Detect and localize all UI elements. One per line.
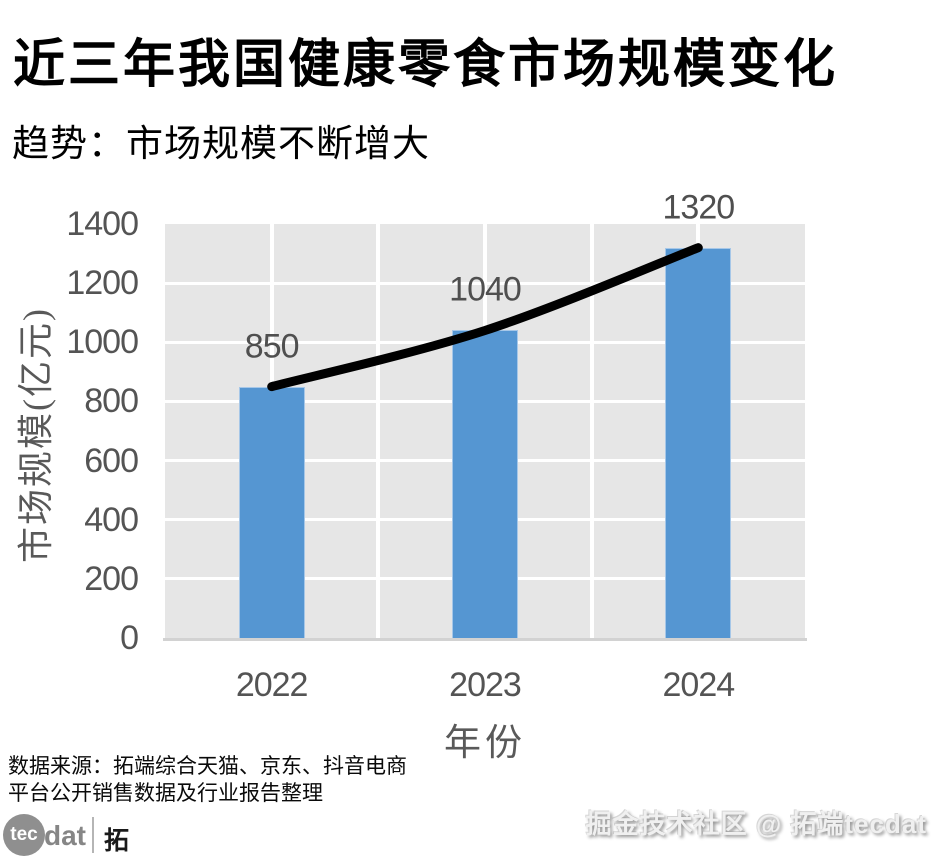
data-source-note: 数据来源：拓端综合天猫、京东、抖音电商 平台公开销售数据及行业报告整理 [8,753,528,807]
y-tick-400: 400 [84,500,139,539]
x-tick-2023: 2023 [449,666,522,704]
watermark-text: 掘金技术社区 @ 拓端tecdat [585,809,927,839]
bar-2022 [238,386,305,638]
logo-brand-text: 拓端® [104,827,130,855]
page-title: 近三年我国健康零食市场规模变化 [13,37,839,94]
x-axis-line [163,638,807,641]
y-tick-0: 0 [120,619,139,657]
gridline-vertical [589,224,594,638]
x-tick-2022: 2022 [235,666,309,704]
page-subtitle: 趋势：市场规模不断增大 [12,124,430,165]
y-tick-1200: 1200 [66,264,139,303]
y-tick-600: 600 [84,441,139,480]
logo-suffix-text: dat [44,820,86,851]
bar-2024 [665,247,732,638]
x-tick-2024: 2024 [662,666,736,704]
logo-divider [92,817,94,853]
data-label-2024: 1320 [662,188,736,227]
data-label-2022: 850 [244,327,300,366]
y-tick-800: 800 [84,382,139,421]
plot-area [165,224,805,638]
y-tick-1000: 1000 [66,323,139,362]
data-source-line2: 平台公开销售数据及行业报告整理 [8,781,323,805]
data-label-2023: 1040 [449,270,522,309]
trend-line [267,243,703,392]
gridline-vertical [376,224,381,638]
bar-2023 [452,330,518,638]
x-axis-title: 年份 [444,723,526,764]
y-tick-1400: 1400 [66,205,139,243]
logo-circle-icon: tec [3,814,45,856]
data-source-line1: 数据来源：拓端综合天猫、京东、抖音电商 [8,754,407,778]
y-tick-200: 200 [84,559,139,598]
